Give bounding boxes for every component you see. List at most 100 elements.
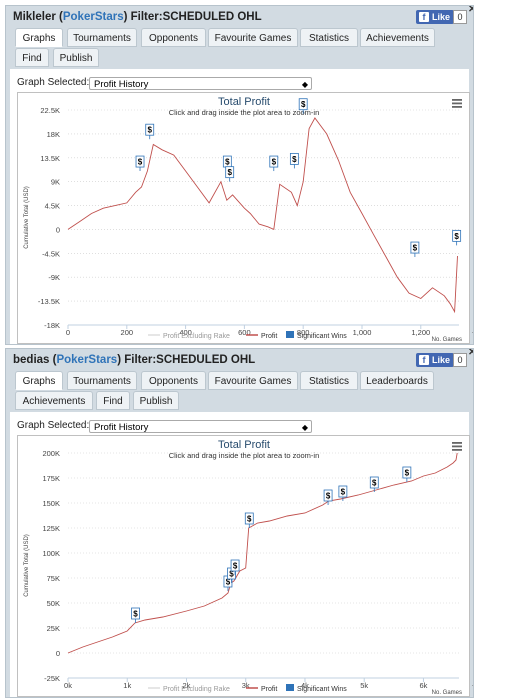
x-tick-label: 1,200: [411, 328, 430, 337]
profit-series-line: [67, 452, 458, 654]
dollar-sign-icon: $: [372, 479, 377, 488]
y-tick-label: -9K: [48, 273, 60, 282]
widget-title: Mikleler (PokerStars) Filter:SCHEDULED O…: [13, 11, 262, 23]
y-tick-label: -25K: [44, 674, 60, 683]
legend-profit-label: Profit: [261, 686, 277, 693]
significant-win-marker: $: [338, 485, 348, 501]
y-tick-label: 200K: [42, 449, 60, 458]
tab-tournaments[interactable]: Tournaments: [67, 28, 137, 47]
y-tick-label: 25K: [47, 624, 60, 633]
player-widget-1: Mikleler (PokerStars) Filter:SCHEDULED O…: [5, 5, 474, 345]
dollar-sign-icon: $: [227, 168, 232, 177]
x-tick-label: 1,000: [353, 328, 372, 337]
x-tick-label: 4k: [301, 681, 309, 690]
y-tick-label: 9K: [51, 178, 60, 187]
tab-find[interactable]: Find: [96, 391, 130, 410]
facebook-like-button[interactable]: f Like: [416, 10, 455, 24]
tab-publish[interactable]: Publish: [53, 48, 99, 67]
graph-panel: Graph Selected: Profit History ◆ Total P…: [10, 69, 473, 344]
tab-statistics[interactable]: Statistics: [300, 28, 358, 47]
significant-win-marker: $: [289, 152, 299, 169]
tab-statistics[interactable]: Statistics: [300, 371, 358, 390]
significant-win-marker: $: [298, 98, 308, 114]
marker-flag: [135, 155, 145, 168]
x-axis-title: No. Games: [432, 690, 462, 696]
graph-select-value: Profit History: [94, 422, 149, 433]
graph-select[interactable]: Profit History ◆: [89, 420, 312, 433]
dollar-sign-icon: $: [133, 610, 138, 619]
profit-chart[interactable]: Total Profit Click and drag inside the pl…: [17, 92, 470, 344]
marker-flag: [338, 485, 348, 498]
marker-flag: [289, 152, 299, 165]
resize-handle-icon[interactable]: ◢: [472, 325, 473, 334]
site-link[interactable]: PokerStars: [56, 354, 118, 366]
y-tick-label: 4.5K: [45, 202, 60, 211]
tab-leaderboards[interactable]: Leaderboards: [360, 371, 434, 390]
marker-flag: [298, 98, 308, 111]
tab-tournaments[interactable]: Tournaments: [67, 371, 137, 390]
chart-menu-icon[interactable]: [452, 99, 462, 108]
y-tick-label: 50K: [47, 599, 60, 608]
y-tick-label: 13.5K: [40, 154, 60, 163]
dollar-sign-icon: $: [413, 244, 418, 253]
dollar-sign-icon: $: [341, 488, 346, 497]
graph-panel: Graph Selected: Profit History ◆ Total P…: [10, 412, 473, 697]
tab-publish[interactable]: Publish: [133, 391, 179, 410]
tab-opponents[interactable]: Opponents: [141, 28, 206, 47]
y-tick-label: -18K: [44, 321, 60, 330]
marker-flag: [131, 607, 140, 620]
y-tick-label: 100K: [42, 549, 60, 558]
like-label: Like: [432, 355, 451, 365]
marker-flag: [145, 123, 155, 136]
dollar-sign-icon: $: [292, 155, 297, 164]
significant-win-marker: $: [145, 123, 155, 140]
widget-title: bedias (PokerStars) Filter:SCHEDULED OHL: [13, 354, 256, 366]
like-label: Like: [432, 12, 451, 22]
x-tick-label: 200: [121, 328, 134, 337]
tab-achievements[interactable]: Achievements: [360, 28, 435, 47]
x-tick-label: 5k: [360, 681, 368, 690]
x-tick-label: 400: [179, 328, 192, 337]
x-tick-label: 2k: [183, 681, 191, 690]
widget-header: Mikleler (PokerStars) Filter:SCHEDULED O…: [6, 6, 473, 28]
tab-favourite-games[interactable]: Favourite Games: [208, 28, 298, 47]
menu-line: [452, 445, 462, 448]
significant-win-marker: $: [230, 559, 240, 575]
dollar-sign-icon: $: [148, 126, 153, 135]
resize-handle-icon[interactable]: ◢: [472, 678, 473, 687]
y-tick-label: 125K: [42, 524, 60, 533]
site-link[interactable]: PokerStars: [62, 11, 124, 23]
menu-line: [452, 449, 462, 451]
y-tick-label: 150K: [42, 499, 60, 508]
tab-graphs[interactable]: Graphs: [15, 28, 63, 47]
tab-favourite-games[interactable]: Favourite Games: [208, 371, 298, 390]
chart-title: Total Profit: [218, 96, 270, 108]
significant-win-marker: $: [269, 155, 279, 172]
dollar-sign-icon: $: [138, 158, 143, 167]
tab-find[interactable]: Find: [15, 48, 49, 67]
y-tick-label: -13.5K: [38, 297, 60, 306]
significant-win-marker: $: [131, 607, 140, 623]
close-icon[interactable]: ✕: [468, 349, 473, 358]
tab-achievements[interactable]: Achievements: [15, 391, 93, 410]
chart-menu-icon[interactable]: [452, 442, 462, 451]
legend-excl-rake-label: Profit Excluding Rake: [163, 333, 230, 340]
graph-select[interactable]: Profit History ◆: [89, 77, 312, 90]
legend-significant-swatch: [286, 684, 294, 691]
close-icon[interactable]: ✕: [468, 6, 473, 15]
tab-opponents[interactable]: Opponents: [141, 371, 206, 390]
chart-title: Total Profit: [218, 439, 270, 451]
select-arrow-icon: ◆: [301, 80, 308, 89]
significant-win-marker: $: [402, 466, 412, 482]
x-tick-label: 1k: [123, 681, 131, 690]
dollar-sign-icon: $: [301, 100, 306, 109]
tab-graphs[interactable]: Graphs: [15, 371, 63, 390]
profit-chart[interactable]: Total Profit Click and drag inside the pl…: [17, 435, 470, 697]
like-count: 0: [453, 10, 467, 24]
significant-win-marker: $: [135, 155, 145, 172]
facebook-like-button[interactable]: f Like: [416, 353, 455, 367]
menu-line: [452, 106, 462, 108]
dollar-sign-icon: $: [247, 515, 252, 524]
